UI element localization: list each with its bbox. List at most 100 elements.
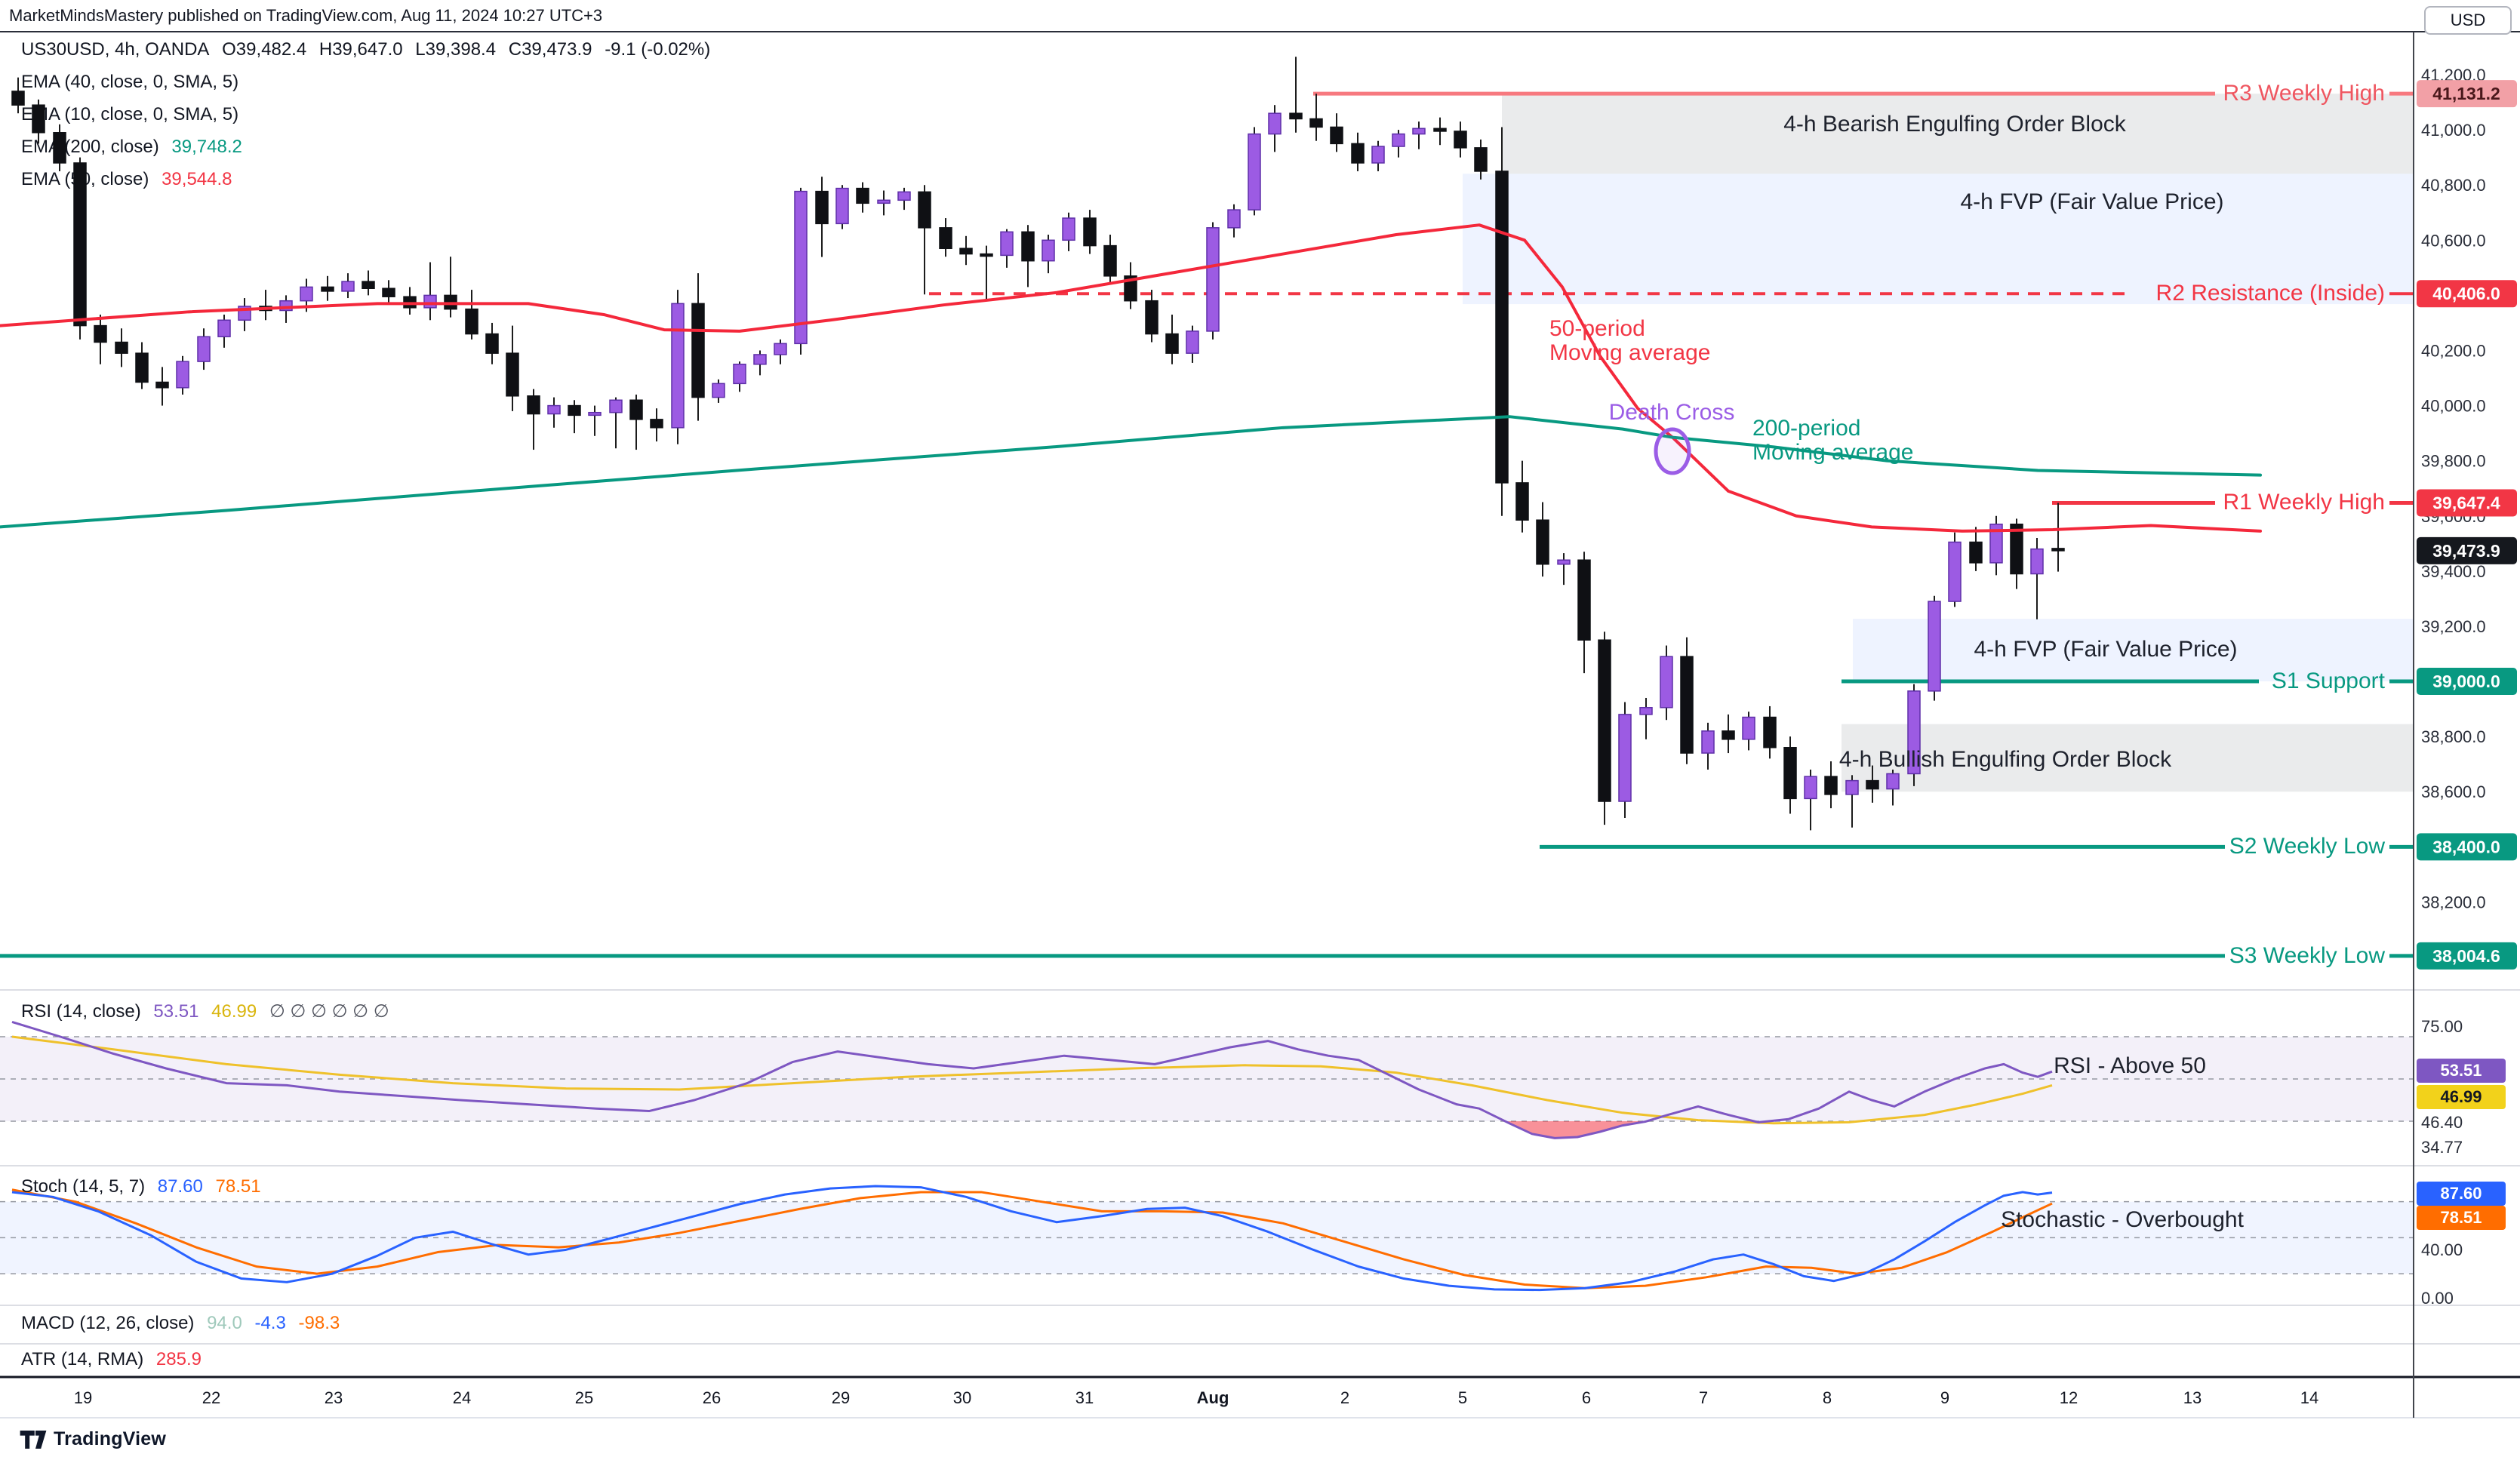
zone-fvp-top <box>1463 174 2414 305</box>
candle-down <box>1103 244 1117 277</box>
rsi-empty-slots: ∅ ∅ ∅ ∅ ∅ ∅ <box>269 1001 389 1022</box>
ma200-line <box>0 415 2262 529</box>
candle-down <box>1474 147 1488 172</box>
price-change: -9.1 (-0.02%) <box>605 39 711 60</box>
candle-down <box>115 341 128 354</box>
candle-down <box>1866 779 1879 790</box>
candle-up <box>1701 730 1715 754</box>
ema200-legend-row[interactable]: EMA (200, close) 39,748.2 <box>21 137 250 158</box>
candle-up <box>1186 330 1199 354</box>
candle-up <box>671 303 685 429</box>
candle-up <box>217 319 231 337</box>
candle-up <box>774 343 787 355</box>
stoch-k-value: 87.60 <box>157 1176 203 1197</box>
candle-down <box>1289 112 1303 120</box>
stoch-legend-row[interactable]: Stoch (14, 5, 7) 87.60 78.51 <box>21 1176 269 1197</box>
macd-hist-value: 94.0 <box>207 1313 242 1333</box>
candle-down <box>1783 747 1797 800</box>
time-label-7: 7 <box>1698 1388 1709 1407</box>
candle-up <box>1907 690 1921 775</box>
stoch-d-value: 78.51 <box>215 1176 261 1197</box>
currency-chip[interactable]: USD <box>2424 6 2512 35</box>
rsi-legend-row[interactable]: RSI (14, close) 53.51 46.99 ∅ ∅ ∅ ∅ ∅ ∅ <box>21 1000 397 1022</box>
tradingview-logo-icon <box>20 1430 47 1449</box>
candle-down <box>1454 131 1467 149</box>
candle-up <box>1928 601 1941 692</box>
candle-down <box>155 381 169 389</box>
candle-up <box>753 354 767 365</box>
stoch-d-line <box>11 1188 2053 1289</box>
rsi-ma-line <box>11 1035 2053 1125</box>
ohlc-high: H39,647.0 <box>318 39 403 60</box>
candle-down <box>1536 519 1549 565</box>
rsi-tick-34.77: 34.77 <box>2421 1138 2463 1157</box>
time-label-9: 9 <box>1940 1388 1950 1407</box>
ema10-legend-row[interactable]: EMA (10, close, 0, SMA, 5) <box>21 104 246 125</box>
time-label-25: 25 <box>574 1388 594 1407</box>
candle-down <box>94 324 107 343</box>
candle-down <box>506 352 519 397</box>
price-tick-38600: 38,600.0 <box>2421 782 2486 801</box>
axis-badge-s2-bg <box>2417 833 2517 861</box>
axis-badge-r2-bg <box>2417 280 2517 308</box>
axis-badge-s1-bg <box>2417 668 2517 696</box>
candle-down <box>815 190 829 225</box>
candle-down <box>135 352 149 383</box>
ema50-value: 39,544.8 <box>162 169 232 189</box>
candle-up <box>1886 773 1900 790</box>
candle-down <box>321 286 334 292</box>
candle-up <box>1062 217 1075 241</box>
ema40-legend-row[interactable]: EMA (40, close, 0, SMA, 5) <box>21 72 246 93</box>
candle-up <box>176 361 189 389</box>
price-tick-38200: 38,200.0 <box>2421 893 2486 911</box>
candle-down <box>73 162 87 327</box>
symbol-legend-row[interactable]: US30USD, 4h, OANDA O39,482.4 H39,647.0 L… <box>21 39 718 60</box>
time-label-8: 8 <box>1822 1388 1832 1407</box>
axis-badge-r1-bg <box>2417 489 2517 517</box>
candle-down <box>1145 300 1158 335</box>
time-label-19: 19 <box>73 1388 93 1407</box>
candle-up <box>588 411 602 416</box>
ema10-label: EMA (10, close, 0, SMA, 5) <box>21 104 239 124</box>
rsi-line <box>11 1020 2053 1139</box>
axis-badge-r3-bg <box>2417 80 2517 108</box>
candle-up <box>794 190 808 345</box>
candle-up <box>1042 239 1055 262</box>
rsi-badge-1: 46.99 <box>2440 1087 2482 1106</box>
ema40-label: EMA (40, close, 0, SMA, 5) <box>21 72 239 92</box>
candle-down <box>1021 231 1035 262</box>
macd-legend-row[interactable]: MACD (12, 26, close) 94.0 -4.3 -98.3 <box>21 1313 347 1334</box>
price-tick-38800: 38,800.0 <box>2421 727 2486 746</box>
candle-down <box>856 187 869 204</box>
candle-down <box>1722 730 1735 740</box>
axis-badge-r1: 39,647.4 <box>2432 493 2500 512</box>
symbol-title: US30USD, 4h, OANDA <box>21 39 210 60</box>
time-label-Aug: Aug <box>1196 1388 1229 1407</box>
time-label-14: 14 <box>2300 1388 2319 1407</box>
ma50-line <box>0 223 2262 533</box>
candle-down <box>918 191 931 229</box>
tradingview-branding[interactable]: TradingView <box>20 1428 166 1450</box>
candle-down <box>650 419 663 429</box>
candle-down <box>53 132 66 164</box>
price-tick-41000: 41,000.0 <box>2421 121 2486 140</box>
candle-down <box>1969 541 1983 564</box>
candle-down <box>382 287 395 297</box>
candle-up <box>1227 209 1241 229</box>
candle-down <box>1495 171 1509 484</box>
candle-down <box>1433 128 1447 132</box>
atr-legend-row[interactable]: ATR (14, RMA) 285.9 <box>21 1349 209 1370</box>
time-label-30: 30 <box>952 1388 972 1407</box>
candle-up <box>1268 112 1282 135</box>
candle-down <box>1165 333 1179 354</box>
price-tick-39200: 39,200.0 <box>2421 617 2486 636</box>
rsi-badge-0-bg <box>2417 1059 2506 1083</box>
candle-down <box>1824 776 1838 795</box>
candle-down <box>1598 639 1611 802</box>
candle-up <box>1989 523 2003 564</box>
rsi-label: RSI (14, close) <box>21 1001 141 1022</box>
candle-down <box>939 227 952 250</box>
candle-up <box>1392 133 1405 147</box>
